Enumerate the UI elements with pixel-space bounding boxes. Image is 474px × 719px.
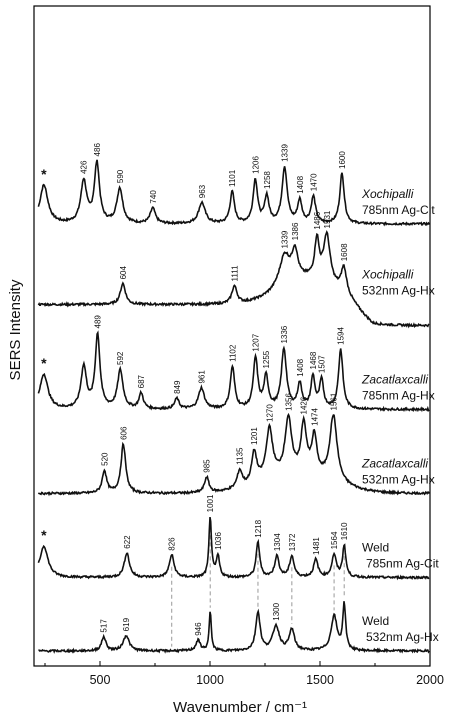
peak-label: 1426 <box>300 396 309 414</box>
peak-label: 1339 <box>281 230 290 248</box>
spectra-group <box>37 159 430 654</box>
peak-label: 1102 <box>228 344 237 362</box>
peak-label: 1608 <box>340 243 349 261</box>
peak-label: 426 <box>80 160 89 174</box>
peak-label: 1336 <box>280 325 289 343</box>
peak-label: 961 <box>197 370 206 384</box>
peak-label: 592 <box>116 351 125 365</box>
peak-label: 1594 <box>337 327 346 345</box>
peak-label: 622 <box>123 535 132 549</box>
series-labels: Xochipalli 785nm Ag-Cit Xochipalli 532nm Ag… <box>361 187 439 644</box>
series-name-italic: Zacatlaxcalli <box>361 457 428 471</box>
x-axis-title: Wavenumber / cm⁻¹ <box>173 699 307 716</box>
peak-label: 1408 <box>296 358 305 376</box>
peak-label: 1135 <box>236 447 245 465</box>
plot-frame <box>33 5 431 667</box>
peak-label: 826 <box>168 537 177 551</box>
artifact-star: * <box>41 355 47 371</box>
peak-label: 1255 <box>262 350 271 368</box>
peak-label: 963 <box>198 184 207 198</box>
series-name-detail: 785nm Ag-Cit <box>362 203 435 217</box>
peak-label: 1507 <box>318 355 327 373</box>
peak-label: 740 <box>149 190 158 204</box>
peak-label: 517 <box>100 619 109 633</box>
spectrum-line-zac_785 <box>37 330 430 413</box>
spectrum-line-weld_785 <box>37 516 430 581</box>
peak-label: 1468 <box>309 351 318 369</box>
series-name-line: Weld <box>362 614 389 628</box>
peak-label: 1201 <box>250 427 259 445</box>
peak-label: 1474 <box>310 408 319 426</box>
peak-label: 1101 <box>228 169 237 187</box>
peak-label: 1386 <box>291 222 300 240</box>
peak-label: 520 <box>100 452 109 466</box>
x-tick-label: 2000 <box>416 673 444 687</box>
peak-label: 1531 <box>323 210 332 228</box>
peak-label: 486 <box>93 143 102 157</box>
peak-label: 619 <box>122 617 131 631</box>
peak-label: 590 <box>116 169 125 183</box>
correlation-lines <box>171 528 345 647</box>
series-name-italic: Zacatlaxcalli <box>361 373 428 387</box>
peak-label: 1001 <box>206 494 215 512</box>
peak-label: 1561 <box>329 392 338 410</box>
artifact-star: * <box>41 527 47 543</box>
peak-label: 985 <box>203 459 212 473</box>
peak-label: 687 <box>137 374 146 388</box>
peak-label: 489 <box>94 315 103 329</box>
x-tick-label: 1500 <box>306 673 334 687</box>
y-axis-title: SERS Intensity <box>7 279 24 380</box>
peak-label: 1486 <box>313 211 322 229</box>
spectrum-line-xoch_532 <box>37 229 430 329</box>
peak-label: 1564 <box>330 531 339 549</box>
peak-label: 1207 <box>252 333 261 351</box>
series-name-italic: Xochipalli <box>361 268 414 282</box>
peak-label: 1300 <box>272 602 281 620</box>
series-name-line: Weld <box>362 541 389 555</box>
peak-label: 1270 <box>265 404 274 422</box>
peak-label: 606 <box>119 426 128 440</box>
series-name-detail: 785nm Ag-Hx <box>362 389 435 403</box>
peak-label: 1372 <box>288 533 297 551</box>
peak-label: 1111 <box>230 265 239 282</box>
series-name-italic: Xochipalli <box>361 187 414 201</box>
peak-label: 1304 <box>273 533 282 551</box>
peak-label: 1218 <box>254 519 263 537</box>
spectrum-line-xoch_785 <box>37 159 430 227</box>
peak-label: 1206 <box>251 155 260 173</box>
artifact-star: * <box>41 166 47 182</box>
peak-label: 1339 <box>281 144 290 162</box>
series-name-detail: 532nm Ag-Hx <box>362 473 435 487</box>
x-tick-label: 500 <box>90 673 111 687</box>
x-axis: 500 1000 1500 2000 <box>44 661 444 687</box>
spectrum-line-weld_532 <box>38 601 430 654</box>
peak-label: 946 <box>194 622 203 636</box>
peak-label: 1356 <box>284 393 293 411</box>
peak-label: 1408 <box>296 175 305 193</box>
series-name-line: 532nm Ag-Hx <box>366 630 439 644</box>
series-name-detail: 532nm Ag-Hx <box>362 284 435 298</box>
peak-label: 849 <box>173 380 182 394</box>
series-name-line: 785nm Ag-Cit <box>366 557 439 571</box>
peak-label: 1600 <box>338 151 347 169</box>
peak-label: 1258 <box>263 171 272 189</box>
peak-label: 604 <box>119 265 128 279</box>
x-tick-label: 1000 <box>196 673 224 687</box>
plot-border <box>33 5 431 667</box>
spectrum-line-zac_532 <box>37 412 430 497</box>
peak-label: 1610 <box>340 522 349 540</box>
peak-label: 1481 <box>312 537 321 555</box>
peak-label: 1036 <box>214 532 223 550</box>
peak-label: 1470 <box>309 173 318 191</box>
